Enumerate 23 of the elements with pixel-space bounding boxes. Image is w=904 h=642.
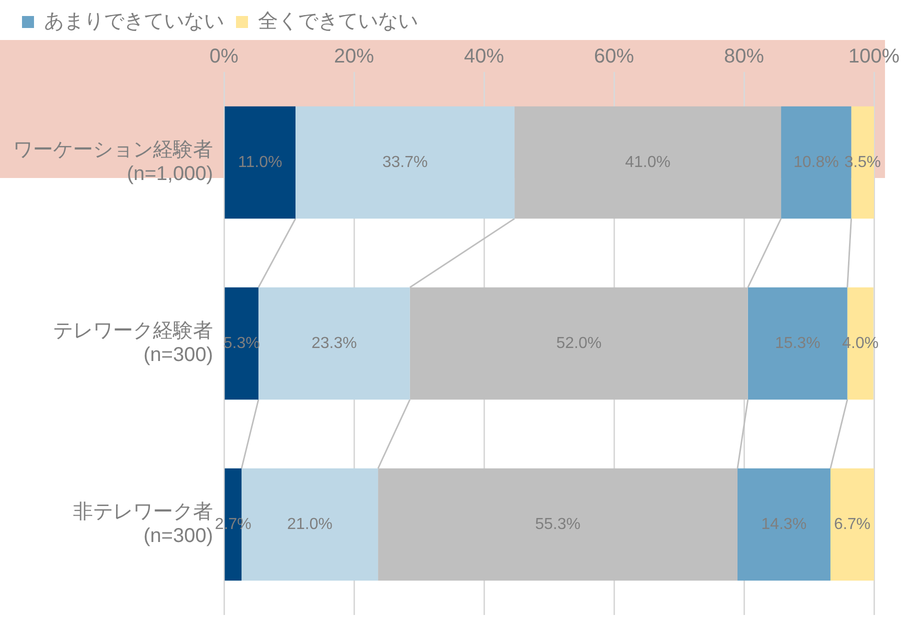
x-tick-label: 40% [464,46,504,68]
text: 2.7% [214,516,252,533]
x-tick-label: 80% [724,46,764,68]
legend-label: あまりできていない [44,10,224,33]
text: 52.0% [556,334,602,352]
y-tick-label: ワーケーション経験者 (n=1,000) [13,139,213,186]
text: 10.8% [793,154,839,171]
text: 23.3% [311,334,357,352]
x-tick-label: 60% [594,46,634,68]
text: 14.3% [761,516,807,533]
text: 33.7% [382,154,428,171]
text: 6.7% [834,516,870,533]
x-tick-label: 100% [848,46,900,68]
legend-label: 全くできていない [258,10,418,33]
text: 11.0% [238,154,282,171]
text: 41.0% [625,154,670,171]
text: 21.0% [287,516,332,533]
x-tick-label: 20% [334,46,374,68]
text: 55.3% [535,516,580,533]
y-tick-label: 非テレワーク者 (n=300) [73,501,213,548]
x-tick-label: 0% [210,46,239,68]
text: 15.3% [774,334,820,352]
y-tick-label: テレワーク経験者 (n=300) [53,320,213,366]
